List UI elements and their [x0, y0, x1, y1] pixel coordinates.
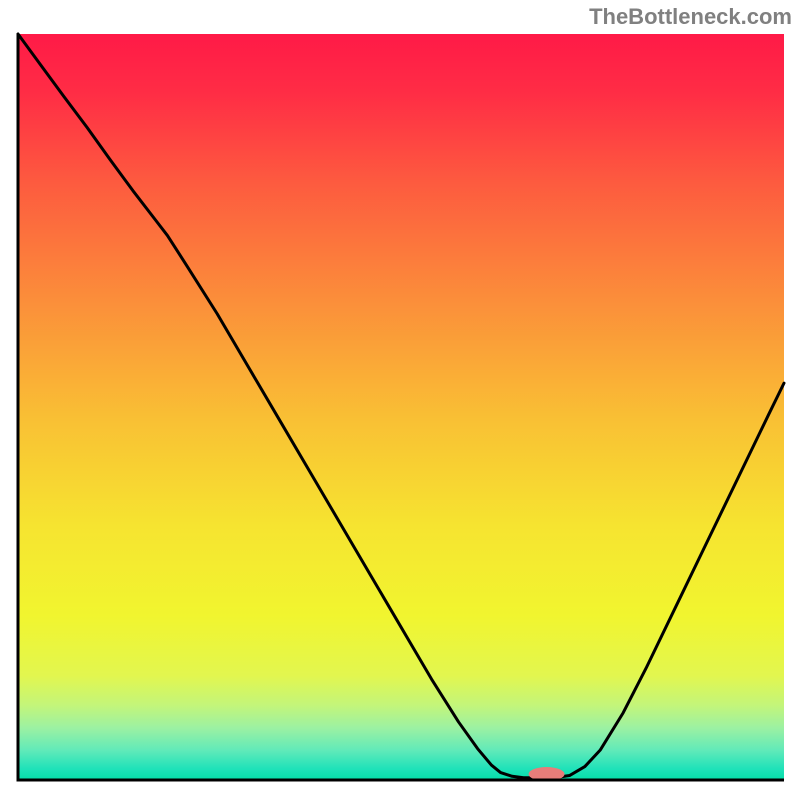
chart-svg: [0, 0, 800, 800]
gradient-background: [18, 34, 784, 780]
bottleneck-chart: TheBottleneck.com: [0, 0, 800, 800]
plot-area: [18, 34, 784, 781]
